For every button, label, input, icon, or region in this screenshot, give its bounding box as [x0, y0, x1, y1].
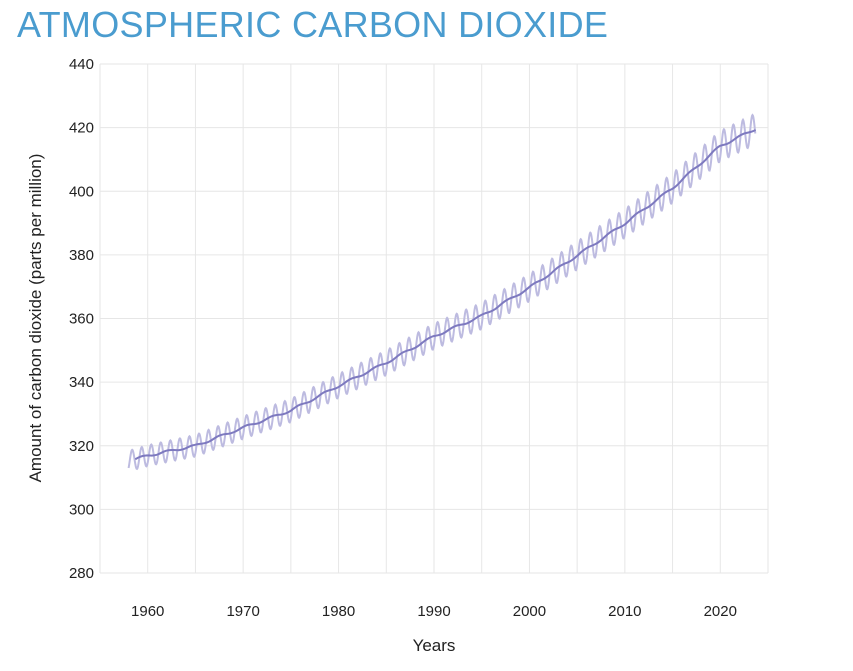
x-tick-label: 2020 — [704, 603, 737, 620]
series-line-seasonal — [127, 113, 757, 471]
x-tick-label: 1970 — [226, 603, 259, 620]
y-tick-label: 420 — [69, 120, 94, 137]
x-tick-label: 2010 — [608, 603, 641, 620]
y-tick-label: 400 — [69, 183, 94, 200]
series-line-trend — [134, 129, 757, 461]
x-tick-labels: 1960 1970 1980 1990 2000 2010 2020 — [131, 603, 737, 620]
x-tick-label: 1980 — [322, 603, 355, 620]
y-tick-label: 280 — [69, 565, 94, 582]
x-tick-label: 1960 — [131, 603, 164, 620]
x-tick-label: 2000 — [513, 603, 546, 620]
y-tick-label: 380 — [69, 247, 94, 264]
x-tick-label: 1990 — [417, 603, 450, 620]
y-tick-label: 360 — [69, 311, 94, 328]
grid-lines — [99, 63, 769, 574]
y-tick-labels: 280 300 320 340 360 380 400 420 440 — [69, 56, 94, 582]
y-tick-label: 440 — [69, 56, 94, 73]
y-tick-label: 340 — [69, 374, 94, 391]
y-axis-label: Amount of carbon dioxide (parts per mill… — [26, 154, 45, 483]
y-tick-label: 320 — [69, 438, 94, 455]
x-axis-label: Years — [413, 636, 456, 655]
chart-title: ATMOSPHERIC CARBON DIOXIDE — [17, 4, 609, 45]
y-tick-label: 300 — [69, 501, 94, 518]
